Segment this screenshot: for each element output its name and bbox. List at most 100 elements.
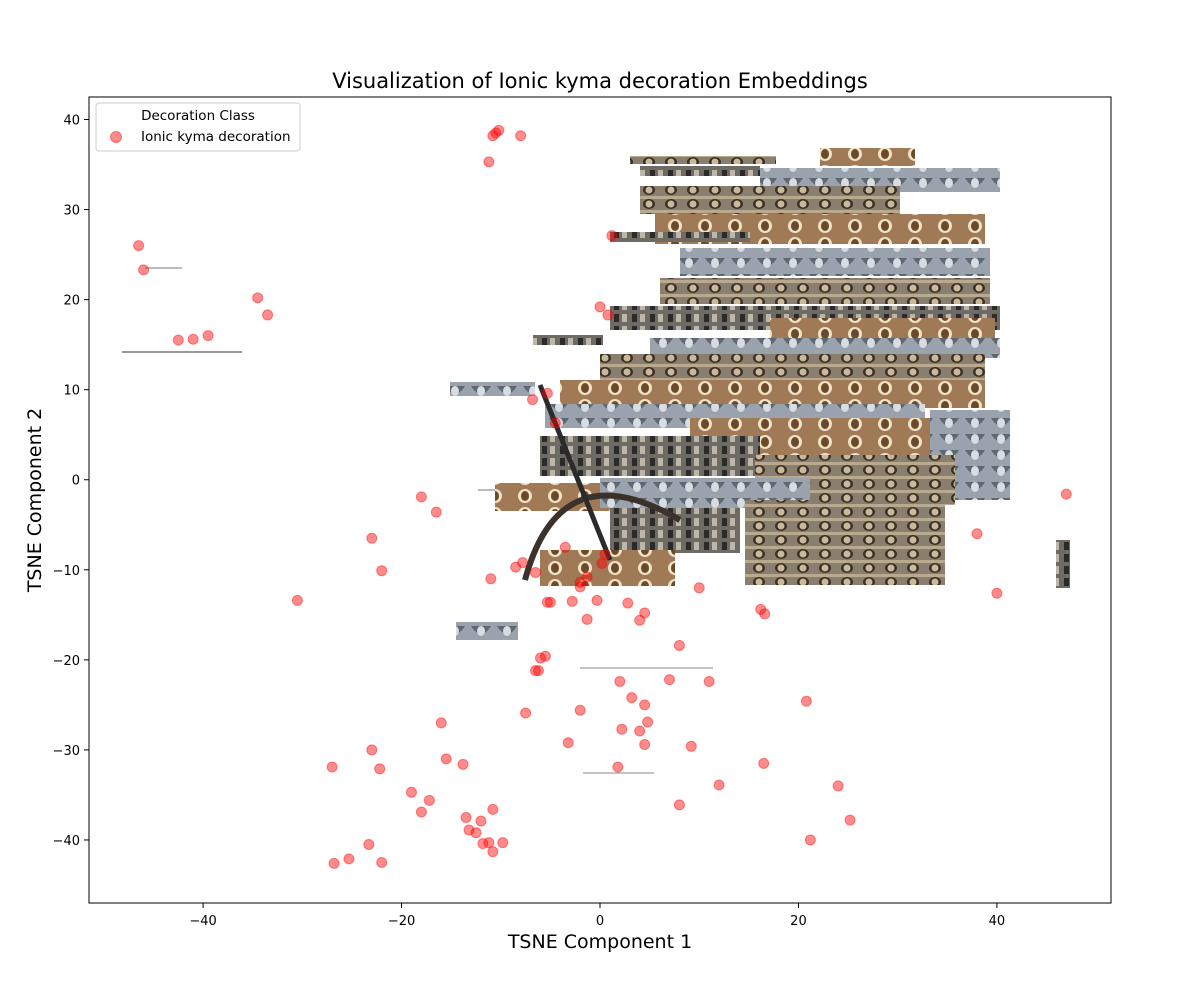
data-point: [202, 330, 214, 342]
y-tick-label: −20: [53, 654, 80, 669]
data-point: [544, 596, 556, 608]
data-point: [581, 613, 593, 625]
data-point: [493, 124, 505, 136]
data-point: [343, 853, 355, 865]
data-point: [527, 394, 539, 406]
thumbnail-image: [650, 338, 1000, 358]
data-point: [642, 716, 654, 728]
data-point: [477, 838, 489, 850]
data-point: [291, 594, 303, 606]
data-point: [532, 665, 544, 677]
data-point: [487, 130, 499, 142]
thumbnail-image: [610, 232, 750, 242]
data-point: [541, 596, 553, 608]
data-point: [581, 571, 593, 583]
data-point: [639, 607, 651, 619]
data-point: [606, 230, 618, 242]
y-tick-label: 30: [63, 204, 80, 219]
data-point: [133, 240, 145, 252]
data-point: [612, 761, 624, 773]
data-point: [755, 603, 767, 615]
legend-entry-label: Ionic kyma decoration: [141, 129, 291, 145]
data-point: [703, 675, 715, 687]
data-point: [622, 597, 634, 609]
thumbnail-image: [630, 156, 776, 164]
data-point: [490, 127, 502, 139]
data-point: [328, 857, 340, 869]
data-point: [566, 595, 578, 607]
data-point: [187, 333, 199, 345]
data-point: [435, 717, 447, 729]
data-point: [574, 581, 586, 593]
data-point: [515, 130, 527, 142]
y-tick-label: 10: [63, 384, 80, 399]
y-tick-label: −40: [53, 834, 80, 849]
data-point: [804, 834, 816, 846]
data-point: [460, 811, 472, 823]
data-point: [713, 779, 725, 791]
data-point: [483, 837, 495, 849]
data-point: [440, 753, 452, 765]
data-point: [470, 827, 482, 839]
thumbnail-collage: [122, 148, 1070, 774]
data-point: [626, 692, 638, 704]
data-point: [483, 156, 495, 168]
thumbnail-image: [680, 248, 990, 276]
thumbnail-image: [640, 186, 900, 214]
data-point: [663, 674, 675, 686]
legend: Decoration Class Ionic kyma decoration: [95, 102, 301, 152]
data-point: [376, 856, 388, 868]
data-point: [574, 576, 586, 588]
axis-ticks: −40 −20 0 20 40 −40 −30 −20 −10 0 10 20 30 40: [53, 114, 1006, 929]
data-point: [639, 739, 651, 751]
y-tick-label: 20: [63, 294, 80, 309]
thumbnail-image: [522, 492, 682, 581]
y-tick-label: 0: [72, 474, 80, 489]
data-point: [832, 780, 844, 792]
data-point: [616, 723, 628, 735]
data-point: [591, 594, 603, 606]
thumbnail-image: [456, 622, 518, 640]
x-tick-label: 0: [596, 914, 604, 929]
data-point: [415, 806, 427, 818]
data-point: [475, 815, 487, 827]
scatter-series: [133, 124, 1072, 869]
y-tick-label: −30: [53, 744, 80, 759]
chart-title: Visualization of Ionic kyma decoration E…: [332, 69, 868, 93]
data-point: [534, 652, 546, 664]
data-point: [262, 309, 274, 321]
data-point: [541, 387, 553, 399]
data-point: [634, 725, 646, 737]
data-point: [430, 506, 442, 518]
data-point: [485, 573, 497, 585]
data-point: [326, 761, 338, 773]
data-point: [252, 292, 264, 304]
data-point: [539, 650, 551, 662]
data-point: [497, 837, 509, 849]
x-tick-label: −40: [189, 914, 216, 929]
data-point: [639, 699, 651, 711]
y-tick-label: −10: [53, 564, 80, 579]
thumbnail-image: [770, 318, 995, 340]
data-point: [366, 532, 378, 544]
y-axis-label: TSNE Component 2: [24, 408, 46, 593]
thumbnail-image: [820, 148, 915, 166]
thumbnail-image: [600, 354, 985, 382]
data-point: [415, 491, 427, 503]
data-point: [634, 614, 646, 626]
data-point: [530, 566, 542, 578]
y-tick-label: 40: [63, 114, 80, 129]
data-point: [594, 301, 606, 313]
x-tick-label: 20: [790, 914, 807, 929]
data-point: [614, 675, 626, 687]
data-point: [405, 786, 417, 798]
data-point: [562, 737, 574, 749]
thumbnail-image: [1056, 540, 1070, 588]
data-point: [758, 757, 770, 769]
data-point: [549, 417, 561, 429]
data-point: [517, 557, 529, 569]
data-point: [423, 794, 435, 806]
data-point: [487, 803, 499, 815]
thumbnail-image: [640, 166, 760, 176]
